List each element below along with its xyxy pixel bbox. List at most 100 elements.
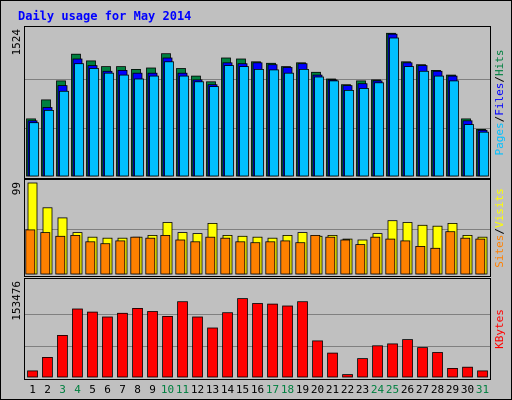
x-label-day-27: 27 xyxy=(416,383,429,396)
x-label-day-26: 26 xyxy=(401,383,414,396)
bar-kbytes-day-11 xyxy=(177,301,188,378)
bar-pages-day-30 xyxy=(464,124,474,177)
bar-sites-day-22 xyxy=(340,239,351,275)
bar-sites-day-1 xyxy=(25,229,36,275)
x-label-day-4: 4 xyxy=(74,383,81,396)
bar-kbytes-day-8 xyxy=(132,307,143,378)
bar-kbytes-day-20 xyxy=(312,340,323,378)
bar-pages-day-1 xyxy=(29,122,39,177)
series-sites xyxy=(25,229,486,275)
bar-sites-day-18 xyxy=(280,240,291,275)
x-label-day-11: 11 xyxy=(176,383,189,396)
bar-pages-day-7 xyxy=(119,74,129,177)
bar-sites-day-30 xyxy=(460,237,471,275)
bar-pages-day-26 xyxy=(404,66,414,177)
x-label-day-28: 28 xyxy=(431,383,444,396)
legend-label-sites: Sites xyxy=(493,235,506,268)
bar-pages-day-21 xyxy=(329,80,339,177)
bar-pages-day-11 xyxy=(179,75,189,177)
x-label-day-25: 25 xyxy=(386,383,399,396)
x-label-day-6: 6 xyxy=(104,383,111,396)
bar-sites-day-16 xyxy=(250,242,261,275)
x-label-day-20: 20 xyxy=(311,383,324,396)
bar-kbytes-day-13 xyxy=(207,327,218,378)
bar-kbytes-day-9 xyxy=(147,311,158,378)
x-label-day-12: 12 xyxy=(191,383,204,396)
bar-pages-day-9 xyxy=(149,75,159,177)
bar-kbytes-day-6 xyxy=(102,316,113,378)
bar-kbytes-day-4 xyxy=(72,308,83,378)
x-label-day-3: 3 xyxy=(59,383,66,396)
bar-kbytes-day-10 xyxy=(162,315,173,378)
bar-pages-day-31 xyxy=(479,131,489,177)
bar-pages-day-18 xyxy=(284,72,294,177)
legend-label-files: Files xyxy=(493,83,506,116)
bar-kbytes-day-23 xyxy=(357,358,368,378)
legend-separator: / xyxy=(493,116,506,123)
y-max-label-visits: 99 xyxy=(10,182,23,195)
bar-kbytes-day-21 xyxy=(327,352,338,378)
bar-sites-day-8 xyxy=(130,236,141,275)
x-label-day-29: 29 xyxy=(446,383,459,396)
bar-kbytes-day-19 xyxy=(297,301,308,378)
bar-kbytes-day-22 xyxy=(342,374,353,378)
bar-sites-day-27 xyxy=(415,245,426,275)
x-label-day-16: 16 xyxy=(251,383,264,396)
bar-pages-day-28 xyxy=(434,75,444,177)
bar-kbytes-day-3 xyxy=(57,334,68,378)
x-label-day-1: 1 xyxy=(29,383,36,396)
bar-kbytes-day-25 xyxy=(387,343,398,378)
legend-label-hits: Hits xyxy=(493,50,506,77)
x-label-day-17: 17 xyxy=(266,383,279,396)
legend-hits: Pages/Files/Hits xyxy=(493,50,506,156)
bar-sites-day-6 xyxy=(100,243,111,275)
legend-visits: Sites/Visits xyxy=(493,188,506,268)
legend-label-kbytes: KBytes xyxy=(493,309,506,349)
legend-label-pages: Pages xyxy=(493,122,506,155)
bar-pages-day-8 xyxy=(134,78,144,177)
bar-kbytes-day-30 xyxy=(462,366,473,378)
bar-kbytes-day-7 xyxy=(117,312,128,378)
x-label-day-24: 24 xyxy=(371,383,385,396)
bar-kbytes-day-1 xyxy=(27,370,38,378)
bar-sites-day-28 xyxy=(430,247,441,275)
bar-pages-day-5 xyxy=(89,68,99,177)
bar-sites-day-23 xyxy=(355,244,366,275)
bar-kbytes-day-17 xyxy=(267,303,278,378)
panel-kbytes: 153476 KBytes xyxy=(10,278,506,380)
bar-pages-day-19 xyxy=(299,69,309,177)
bar-pages-day-25 xyxy=(389,37,399,177)
bar-sites-day-24 xyxy=(370,236,381,275)
bar-sites-day-4 xyxy=(70,234,81,275)
bar-pages-day-23 xyxy=(359,88,369,177)
bar-kbytes-day-2 xyxy=(42,356,53,378)
legend-separator: / xyxy=(493,228,506,235)
bar-kbytes-day-15 xyxy=(237,298,248,378)
bar-pages-day-10 xyxy=(164,61,174,177)
bar-kbytes-day-24 xyxy=(372,345,383,378)
bar-pages-day-27 xyxy=(419,70,429,177)
bar-sites-day-5 xyxy=(85,241,96,275)
x-label-day-31: 31 xyxy=(476,383,489,396)
legend-separator: / xyxy=(493,76,506,83)
x-label-day-18: 18 xyxy=(281,383,294,396)
x-label-day-8: 8 xyxy=(134,383,141,396)
x-label-day-22: 22 xyxy=(341,383,354,396)
legend-label-visits: Visits xyxy=(493,188,506,228)
bar-sites-day-21 xyxy=(325,236,336,275)
series-kbytes xyxy=(27,298,488,378)
x-label-day-15: 15 xyxy=(236,383,249,396)
bar-pages-day-24 xyxy=(374,82,384,177)
bar-sites-day-10 xyxy=(160,234,171,275)
x-label-day-21: 21 xyxy=(326,383,339,396)
y-max-label-kbytes: 153476 xyxy=(10,281,23,321)
x-label-day-19: 19 xyxy=(296,383,309,396)
bar-pages-day-3 xyxy=(59,90,69,177)
x-label-day-7: 7 xyxy=(119,383,126,396)
bar-pages-day-20 xyxy=(314,76,324,177)
chart-title: Daily usage for May 2014 xyxy=(18,9,191,23)
bar-kbytes-day-5 xyxy=(87,311,98,378)
bar-pages-day-17 xyxy=(269,69,279,177)
